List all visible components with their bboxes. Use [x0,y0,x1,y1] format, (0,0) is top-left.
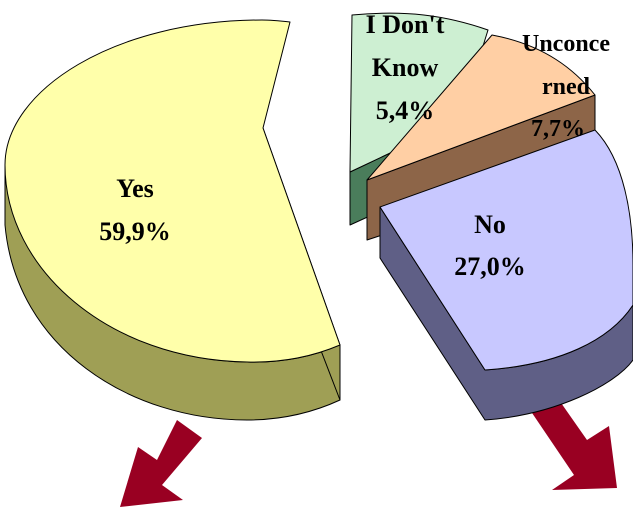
label-no-value: 27,0% [454,252,526,281]
arrows-group [120,390,617,507]
label-unconcerned-value: 7,7% [531,116,585,142]
slice-yes [4,19,341,363]
slice-labels-group: Yes 59,9% I Don't Know 5,4% Unconce rned… [99,10,610,281]
label-dont-know-line2: Know [372,53,439,82]
right-arrow [528,390,617,490]
label-yes-value: 59,9% [99,217,171,246]
label-dont-know-line1: I Don't [366,10,445,39]
label-yes-name: Yes [116,174,154,203]
slice-tops-group [4,12,633,371]
label-unconcerned-line2: rned [542,74,591,100]
label-dont-know-value: 5,4% [376,96,435,125]
slice-no [379,129,633,371]
label-no-name: No [474,210,506,239]
slice-unconcerned [366,34,596,181]
left-arrow [120,420,202,507]
slice-dont-know [349,12,489,173]
label-unconcerned-line1: Unconce [522,31,610,57]
